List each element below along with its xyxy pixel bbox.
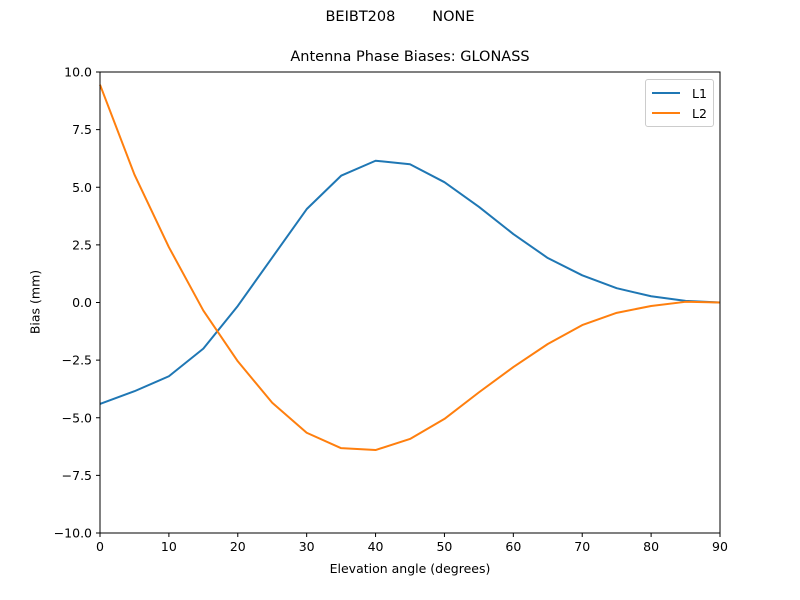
legend-item-l1: L1 bbox=[652, 85, 707, 101]
x-axis-label: Elevation angle (degrees) bbox=[329, 561, 491, 576]
legend-swatch-l2 bbox=[652, 112, 680, 114]
y-tick-label: 10.0 bbox=[64, 65, 92, 80]
x-tick-label: 10 bbox=[161, 539, 177, 554]
y-tick-label: 7.5 bbox=[72, 122, 92, 137]
plot-frame bbox=[99, 71, 721, 534]
x-tick-label: 70 bbox=[574, 539, 590, 554]
legend-label-l1: L1 bbox=[692, 85, 707, 101]
x-tick-label: 20 bbox=[230, 539, 246, 554]
x-tick-label: 0 bbox=[96, 539, 104, 554]
y-tick-label: −7.5 bbox=[62, 468, 92, 483]
y-tick-label: 0.0 bbox=[72, 295, 92, 310]
x-tick-label: 80 bbox=[643, 539, 659, 554]
legend-item-l2: L2 bbox=[652, 105, 707, 121]
x-tick-label: 40 bbox=[368, 539, 384, 554]
x-tick-label: 90 bbox=[712, 539, 728, 554]
x-tick-label: 60 bbox=[505, 539, 521, 554]
y-tick-label: 2.5 bbox=[72, 237, 92, 252]
series-line-l2 bbox=[99, 84, 721, 452]
legend-label-l2: L2 bbox=[692, 105, 707, 121]
x-axis-ticks: 0 10 20 30 40 50 60 70 80 90 bbox=[96, 533, 728, 554]
x-tick-label: 30 bbox=[299, 539, 315, 554]
legend-swatch-l1 bbox=[652, 92, 680, 94]
legend: L1 L2 bbox=[645, 79, 714, 127]
y-tick-label: −5.0 bbox=[62, 410, 92, 425]
y-tick-label: −10.0 bbox=[54, 526, 92, 541]
figure-suptitle: BEIBT208 NONE bbox=[325, 9, 475, 25]
series-line-l1 bbox=[99, 159, 721, 405]
y-tick-label: 5.0 bbox=[72, 180, 92, 195]
y-tick-label: −2.5 bbox=[62, 353, 92, 368]
y-axis-label: Bias (mm) bbox=[27, 269, 43, 335]
y-axis-ticks: −10.0 −7.5 −5.0 −2.5 0.0 2.5 5.0 7.5 10.0 bbox=[54, 65, 100, 541]
x-tick-label: 50 bbox=[436, 539, 452, 554]
series-layer bbox=[99, 84, 721, 452]
chart-title: Antenna Phase Biases: GLONASS bbox=[290, 49, 530, 65]
